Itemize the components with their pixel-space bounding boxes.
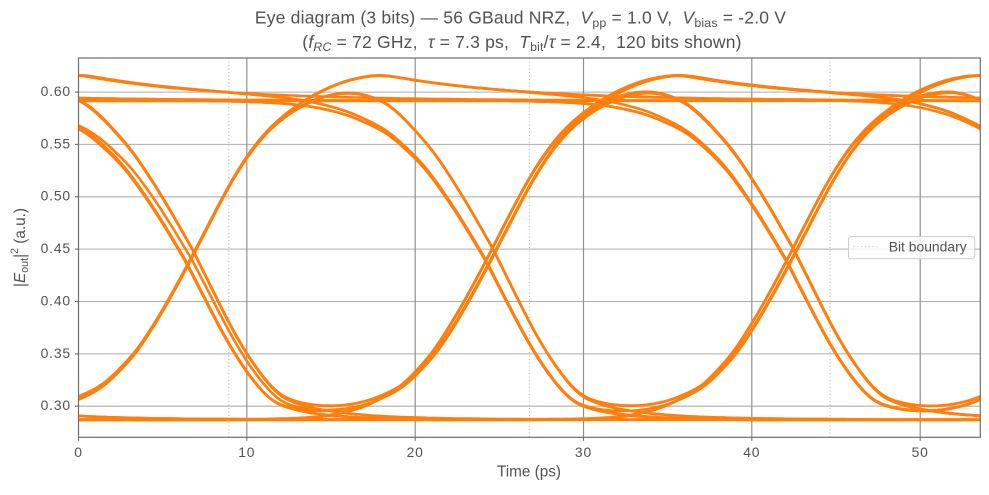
svg-text:(fRC = 72 GHz, τ = 7.3 ps, T: (fRC = 72 GHz, τ = 7.3 ps, Tbit/τ = 2.4,… xyxy=(302,32,741,54)
svg-text:0.60: 0.60 xyxy=(41,83,71,99)
svg-text:0.45: 0.45 xyxy=(41,240,71,256)
svg-text:0.30: 0.30 xyxy=(41,397,71,413)
svg-text:50: 50 xyxy=(912,444,929,460)
svg-text:0: 0 xyxy=(74,444,83,460)
svg-text:30: 30 xyxy=(575,444,592,460)
svg-text:0.35: 0.35 xyxy=(41,345,71,361)
svg-text:|Eout|2 (a.u.): |Eout|2 (a.u.) xyxy=(9,208,31,287)
svg-text:10: 10 xyxy=(238,444,255,460)
svg-text:Bit boundary: Bit boundary xyxy=(889,238,967,254)
svg-text:40: 40 xyxy=(743,444,760,460)
svg-text:0.40: 0.40 xyxy=(41,292,71,308)
svg-text:0.55: 0.55 xyxy=(41,135,71,151)
svg-text:Eye diagram (3 bits) — 56 GBau: Eye diagram (3 bits) — 56 GBaud NRZ, Vpp… xyxy=(255,8,786,30)
svg-text:20: 20 xyxy=(407,444,424,460)
svg-text:0.50: 0.50 xyxy=(41,188,71,204)
svg-text:Time (ps): Time (ps) xyxy=(497,464,561,481)
